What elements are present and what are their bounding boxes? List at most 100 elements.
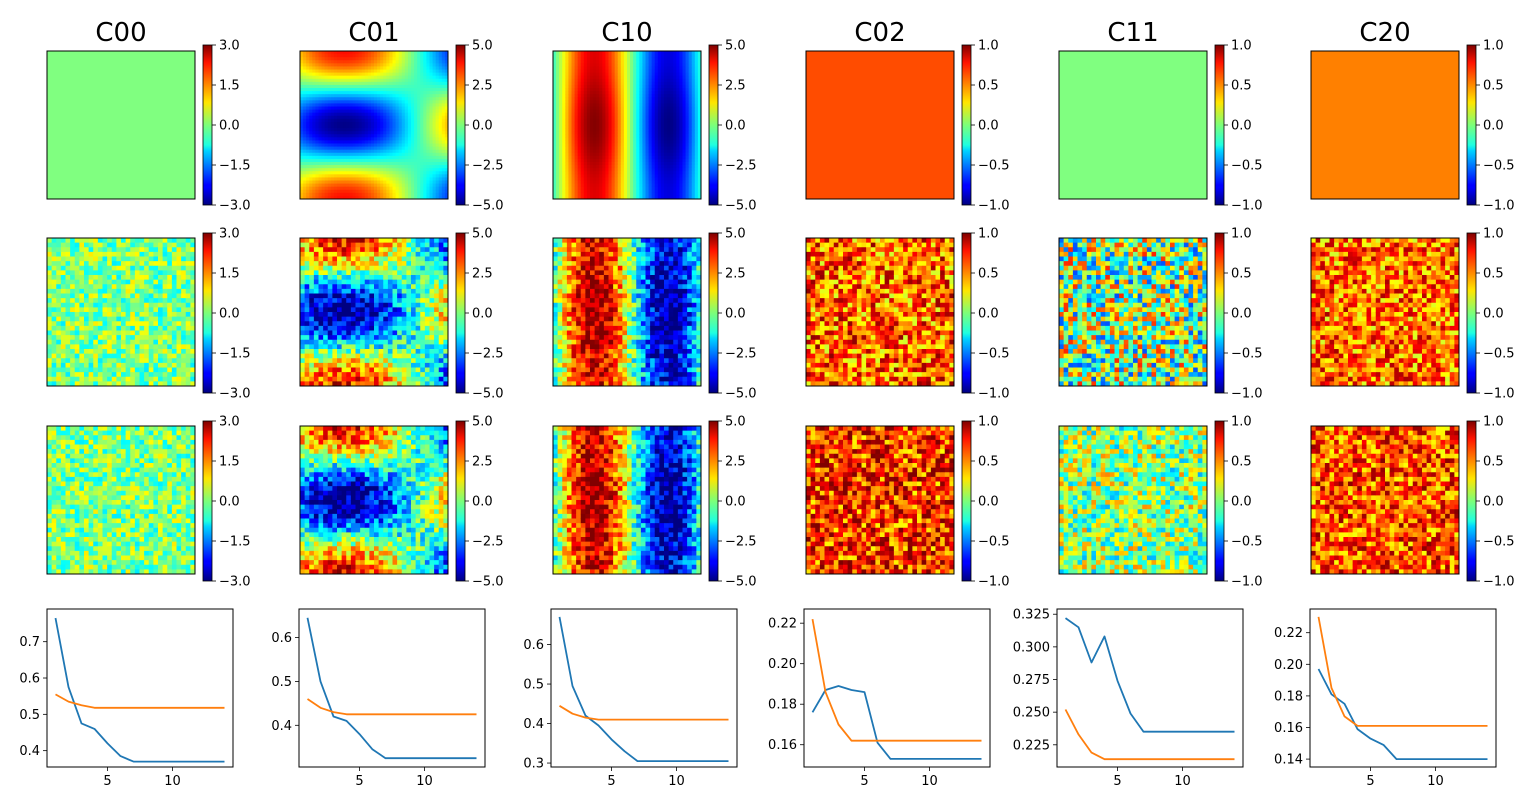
heatmap-cell <box>315 54 319 58</box>
heatmap-cell <box>423 81 427 86</box>
heatmap-cell <box>423 84 427 89</box>
heatmap-cell <box>88 439 94 445</box>
heatmap-cell <box>346 298 352 304</box>
heatmap-cell <box>401 121 406 126</box>
heatmap-cell <box>107 238 113 244</box>
heatmap-cell <box>300 155 304 160</box>
heatmap-cell <box>340 165 344 169</box>
heatmap-cell <box>190 367 196 373</box>
heatmap-cell <box>111 376 117 382</box>
heatmap-cell <box>377 192 381 197</box>
heatmap-cell <box>111 472 117 478</box>
heatmap-cell <box>411 180 415 184</box>
heatmap-cell <box>134 256 140 262</box>
heatmap-cell <box>360 353 366 359</box>
heatmap-cell <box>386 128 390 132</box>
heatmap-cell <box>148 550 154 556</box>
heatmap-cell <box>93 537 99 543</box>
heatmap-cell <box>377 121 381 126</box>
heatmap-cell <box>380 168 384 172</box>
heatmap-cell <box>144 367 150 373</box>
heatmap-cell <box>423 158 427 163</box>
heatmap-cell <box>93 362 99 368</box>
heatmap-cell <box>429 189 433 194</box>
heatmap-cell <box>407 180 412 184</box>
heatmap-cell <box>426 158 430 163</box>
heatmap-cell <box>148 316 154 322</box>
heatmap-cell <box>102 435 108 441</box>
heatmap-cell <box>411 177 415 181</box>
heatmap-cell <box>134 288 140 294</box>
heatmap-cell <box>323 316 329 322</box>
heatmap-cell <box>190 265 196 271</box>
heatmap-cell <box>383 81 387 86</box>
heatmap-cell <box>352 54 356 58</box>
heatmap-cell <box>158 555 164 561</box>
heatmap-cell <box>414 66 418 70</box>
heatmap-cell <box>327 256 333 262</box>
heatmap-cell <box>426 155 430 160</box>
heatmap-cell <box>185 513 191 519</box>
heatmap-cell <box>360 251 366 257</box>
heatmap-cell <box>420 63 424 67</box>
heatmap-cell <box>134 537 140 543</box>
column-titles: C00 C01 C10 C02 C11 C20 <box>95 18 1410 48</box>
heatmap-cell <box>158 330 164 336</box>
heatmap-cell <box>167 362 173 368</box>
heatmap-cell <box>60 541 66 547</box>
heatmap-cell <box>369 242 375 248</box>
heatmap-cell <box>369 288 375 294</box>
heatmap-cell <box>158 518 164 524</box>
heatmap-cell <box>321 94 326 98</box>
heatmap-cell <box>144 302 150 308</box>
heatmap-cell <box>350 279 356 285</box>
heatmap-cell <box>441 162 446 166</box>
heatmap-cell <box>56 316 62 322</box>
heatmap-cell <box>346 183 350 188</box>
heatmap-cell <box>60 358 66 364</box>
heatmap-cell <box>65 247 71 253</box>
heatmap-cell <box>47 265 53 271</box>
heatmap-cell <box>340 162 344 166</box>
heatmap-cell <box>367 177 372 181</box>
heatmap-cell <box>111 523 117 529</box>
heatmap-cell <box>93 509 99 515</box>
heatmap-cell <box>181 316 187 322</box>
heatmap-cell <box>346 381 352 387</box>
heatmap-cell <box>125 555 131 561</box>
heatmap-cell <box>380 66 384 70</box>
heatmap-cell <box>116 302 122 308</box>
heatmap-cell <box>392 134 396 138</box>
heatmap-cell <box>162 275 168 281</box>
heatmap-cell <box>47 537 53 543</box>
heatmap-cell <box>407 162 412 166</box>
heatmap-cell <box>392 103 396 107</box>
heatmap-cell <box>65 444 71 450</box>
heatmap-cell <box>79 453 85 459</box>
heatmap-cell <box>377 177 381 181</box>
heatmap-cell <box>134 523 140 529</box>
heatmap-cell <box>79 504 85 510</box>
heatmap-cell <box>116 550 122 556</box>
heatmap-cell <box>300 63 304 67</box>
heatmap-cell <box>321 162 326 166</box>
heatmap-cell <box>125 362 131 368</box>
heatmap-cell <box>358 75 363 80</box>
heatmap-cell <box>300 353 306 359</box>
heatmap-cell <box>309 180 313 184</box>
heatmap-cell <box>404 66 409 70</box>
heatmap-cell <box>383 106 387 110</box>
heatmap-cell <box>377 128 381 132</box>
heatmap-cell <box>414 149 418 154</box>
heatmap-cell <box>429 78 433 83</box>
heatmap-cell <box>377 158 381 163</box>
heatmap-cell <box>321 140 326 144</box>
heatmap-cell <box>88 513 94 519</box>
heatmap-cell <box>74 490 80 496</box>
heatmap-cell <box>116 367 122 373</box>
heatmap-cell <box>378 275 384 281</box>
heatmap-cell <box>47 463 53 469</box>
heatmap-cell <box>148 381 154 387</box>
heatmap-cell <box>398 195 403 200</box>
heatmap-cell <box>370 177 375 181</box>
